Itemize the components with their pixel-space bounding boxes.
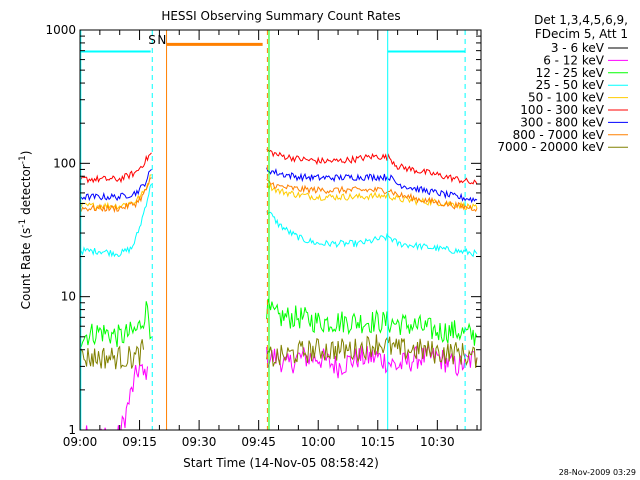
series-line	[266, 298, 478, 346]
y-axis-label-middle: detector	[19, 164, 33, 219]
y-tick-label: 1	[68, 423, 76, 437]
y-axis-label-suffix: )	[19, 151, 33, 156]
chart-title: HESSI Observing Summary Count Rates	[161, 9, 400, 23]
y-tick-label: 1000	[45, 23, 76, 37]
legend-entry-label: 7000 - 20000 keV	[497, 140, 604, 154]
series-line	[266, 167, 478, 204]
x-tick-label: 10:30	[420, 435, 455, 449]
y-tick-label: 10	[61, 290, 76, 304]
legend-entry-label: 800 - 7000 keV	[513, 128, 605, 142]
legend-entry-label: 6 - 12 keV	[543, 53, 605, 67]
x-tick-label: 10:00	[301, 435, 336, 449]
x-axis-label: Start Time (14-Nov-05 08:58:42)	[183, 456, 379, 470]
y-axis: 1 10 100 1000	[45, 23, 481, 437]
series-line	[80, 301, 152, 348]
y-axis-label-prefix: Count Rate (s	[19, 228, 33, 310]
x-tick-label: 09:15	[122, 435, 157, 449]
y-axis-label-exponent-1: -1	[18, 219, 28, 228]
generation-timestamp: 28-Nov-2009 03:29	[559, 468, 636, 477]
x-tick-label: 09:00	[63, 435, 98, 449]
x-tick-label: 10:15	[360, 435, 395, 449]
x-tick-label: 09:45	[241, 435, 276, 449]
x-tick-label: 09:30	[182, 435, 217, 449]
series-line	[266, 178, 478, 213]
series-line	[80, 177, 152, 214]
y-axis-label-exponent-2: -1	[18, 155, 28, 164]
flag-annotation: N	[157, 33, 166, 47]
series-line	[266, 183, 478, 210]
series-line	[80, 339, 144, 370]
legend-header-line-2: FDecim 5, Att 1	[535, 27, 628, 41]
series-line	[80, 169, 152, 202]
legend: Det 1,3,4,5,6,9, FDecim 5, Att 1 3 - 6 k…	[497, 13, 628, 154]
series-line	[266, 334, 478, 369]
legend-entry-label: 25 - 50 keV	[536, 78, 605, 92]
y-tick-label: 100	[53, 156, 76, 170]
plot-frame	[79, 29, 482, 431]
flag-annotation: S	[148, 33, 156, 47]
series-line	[266, 148, 478, 185]
legend-header-line-1: Det 1,3,4,5,6,9,	[534, 13, 628, 27]
x-axis: 09:00 09:15 09:30 09:45 10:00 10:15 10:30	[63, 30, 478, 449]
legend-entry-label: 100 - 300 keV	[520, 103, 604, 117]
legend-entry-label: 12 - 25 keV	[536, 66, 605, 80]
y-axis-label: Count Rate (s-1 detector-1)	[18, 151, 33, 310]
series-line	[266, 211, 478, 258]
series-line	[80, 183, 152, 258]
series-line	[85, 363, 148, 430]
legend-entry-label: 300 - 800 keV	[520, 115, 604, 129]
legend-entry-label: 50 - 100 keV	[528, 91, 605, 105]
legend-entry-label: 3 - 6 keV	[551, 41, 605, 55]
series-line	[80, 152, 152, 184]
